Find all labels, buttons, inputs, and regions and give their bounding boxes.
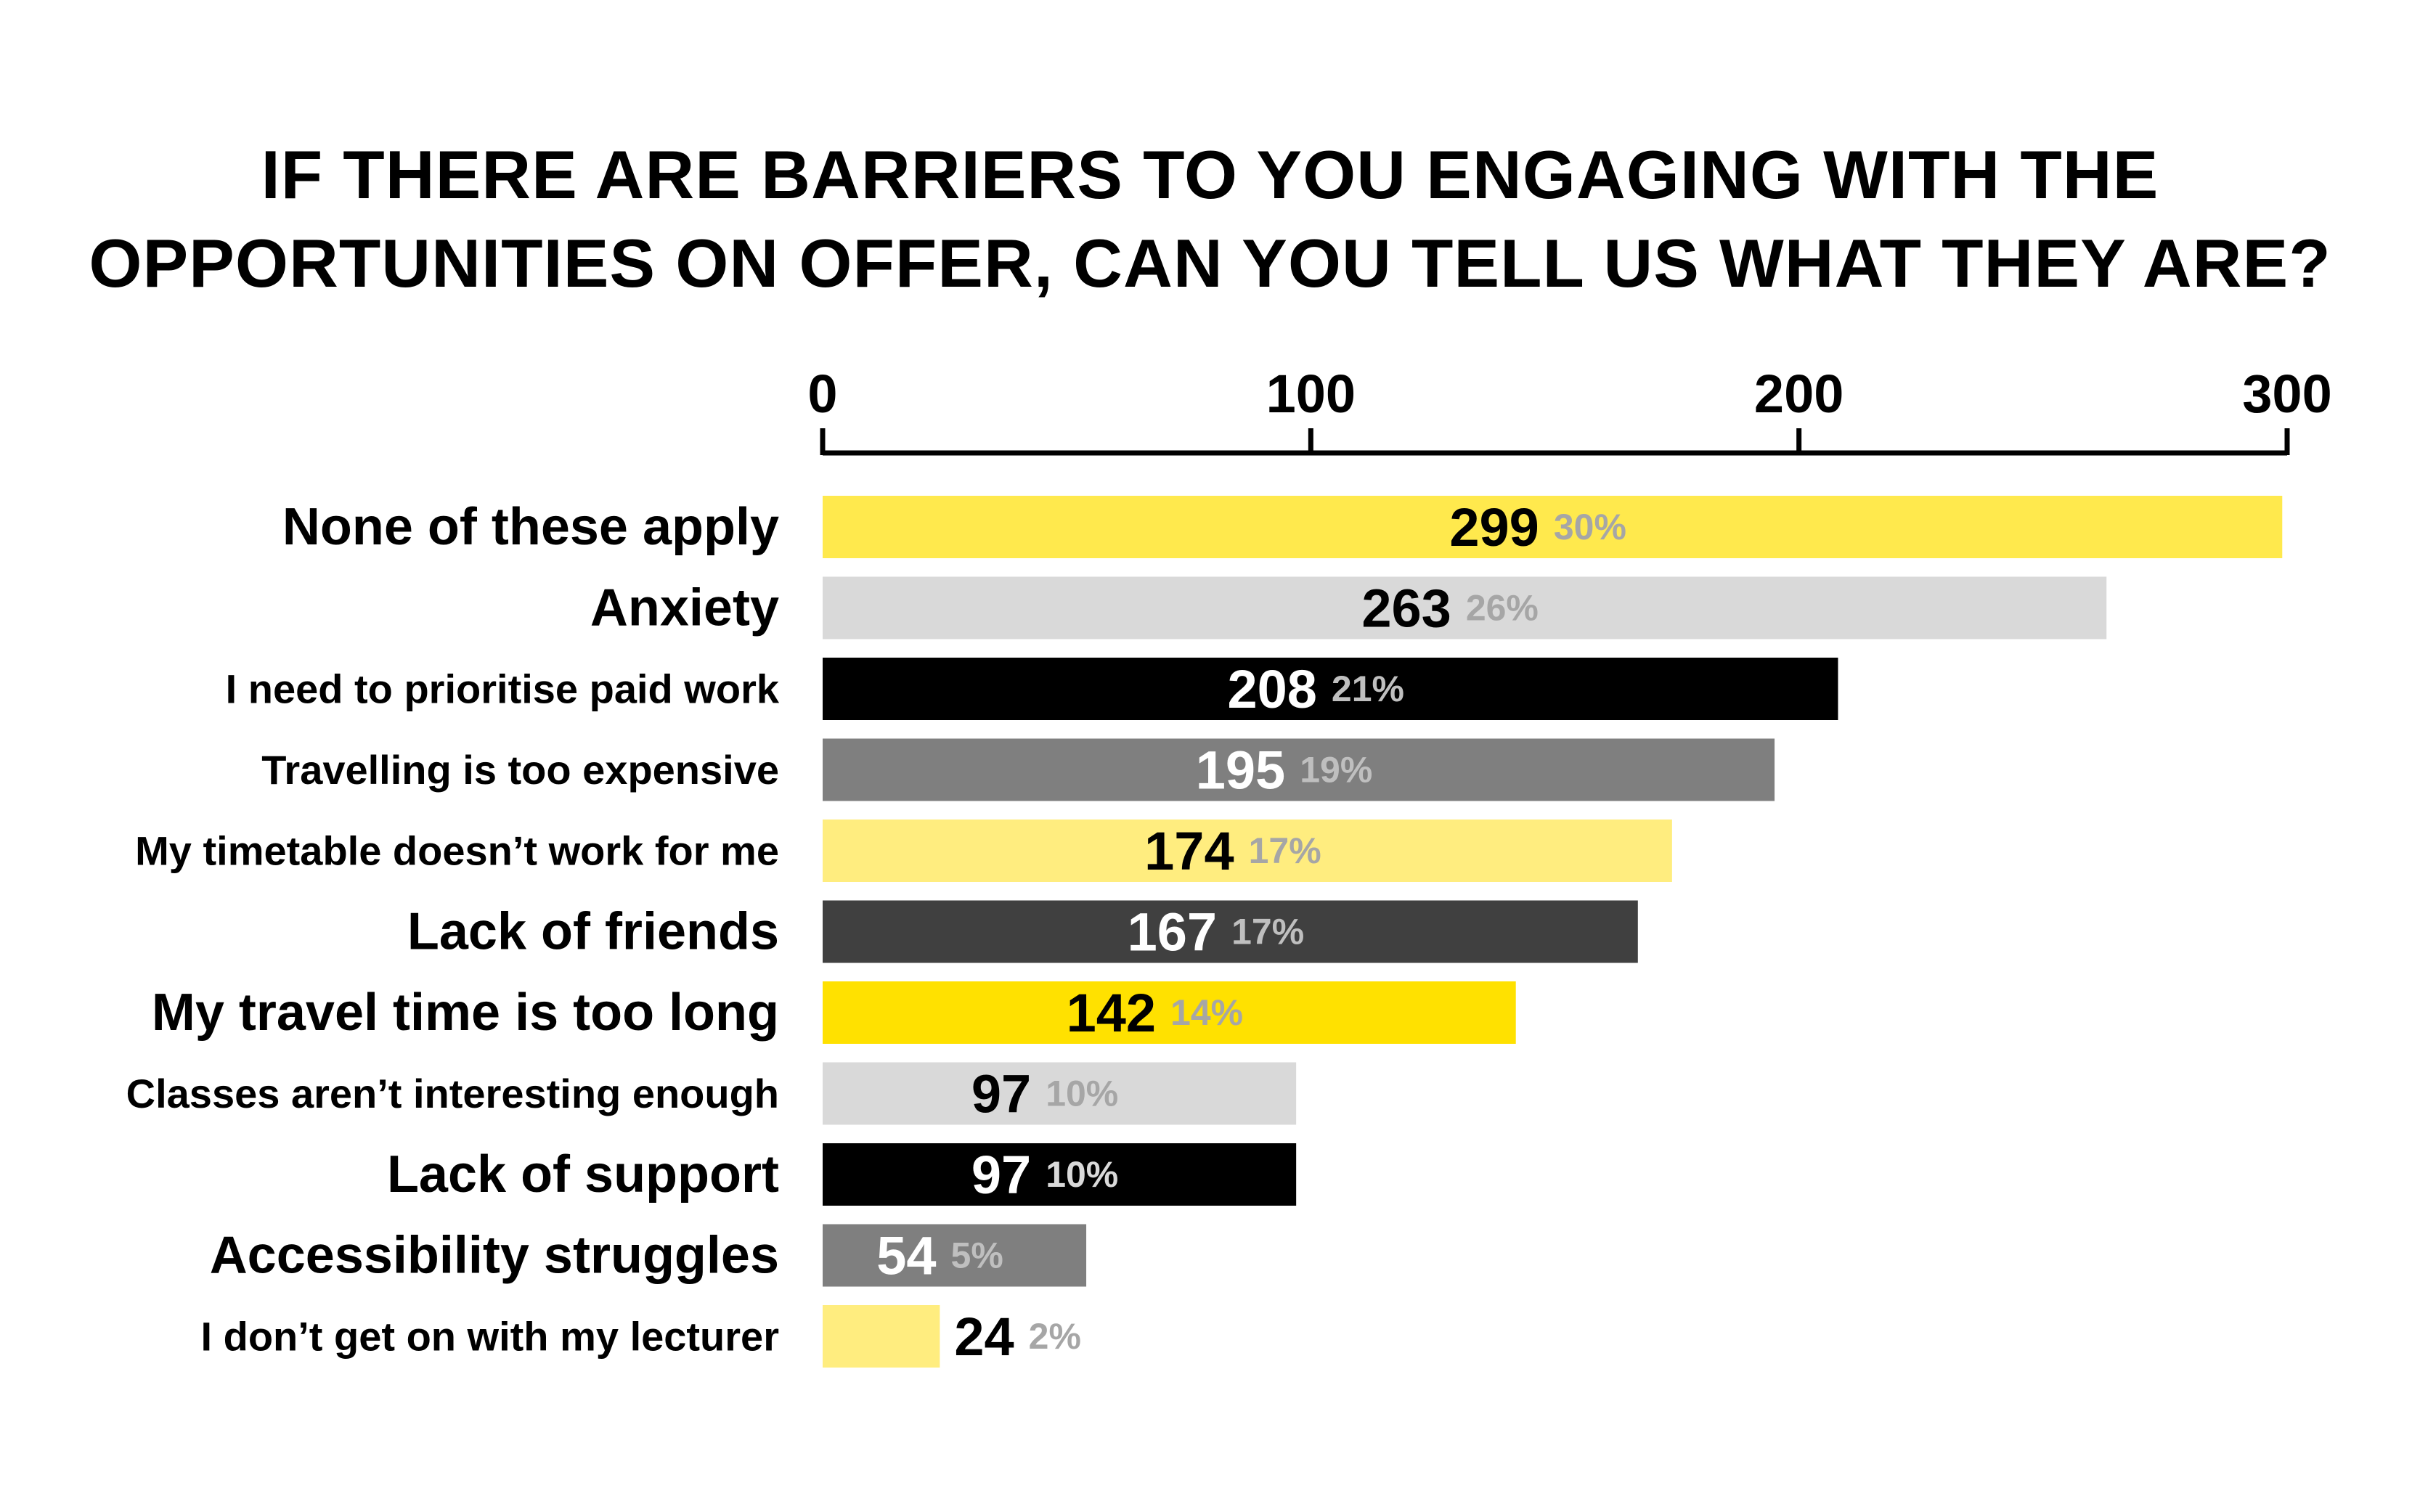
bar	[823, 1143, 1297, 1206]
percent-label: 26%	[1466, 588, 1539, 629]
value-label: 142	[1067, 983, 1156, 1043]
data-label: 54 5%	[876, 1225, 1003, 1286]
value-label: 167	[1128, 902, 1217, 962]
bar-row: My timetable doesn’t work for me 174 17%	[135, 820, 1672, 882]
x-axis: 0 100 200 300	[807, 364, 2332, 456]
bar	[823, 1062, 1297, 1125]
value-label: 24	[954, 1307, 1014, 1367]
percent-label: 17%	[1249, 830, 1321, 871]
bars: None of these apply 299 30% Anxiety 263 26% I …	[126, 496, 2283, 1368]
category-label: Travelling is too expensive	[261, 747, 779, 793]
bar	[823, 496, 2283, 558]
data-label: 167 17%	[1128, 902, 1305, 962]
bar	[823, 576, 2107, 639]
category-label: None of these apply	[282, 498, 779, 556]
chart-title-line-1: IF THERE ARE BARRIERS TO YOU ENGAGING WI…	[261, 136, 2159, 213]
bar	[823, 1224, 1087, 1287]
data-label: 263 26%	[1361, 578, 1539, 638]
category-label: Classes aren’t interesting enough	[126, 1071, 779, 1116]
bar	[823, 738, 1775, 801]
category-label: My timetable doesn’t work for me	[135, 828, 779, 874]
percent-label: 21%	[1332, 669, 1404, 709]
bar-row: Classes aren’t interesting enough 97 10%	[126, 1062, 1297, 1125]
x-tick-label: 200	[1754, 364, 1843, 424]
data-label: 97 10%	[971, 1145, 1118, 1205]
chart-title-line-2: OPPORTUNITIES ON OFFER, CAN YOU TELL US …	[89, 225, 2331, 301]
category-label: I need to prioritise paid work	[226, 666, 780, 712]
x-tick-label: 0	[807, 364, 837, 424]
value-label: 97	[971, 1145, 1031, 1205]
value-label: 174	[1144, 821, 1234, 881]
value-label: 263	[1361, 578, 1451, 638]
bar-row: I need to prioritise paid work 208 21%	[226, 658, 1838, 720]
value-label: 97	[971, 1063, 1031, 1124]
percent-label: 10%	[1046, 1154, 1118, 1195]
chart-title: IF THERE ARE BARRIERS TO YOU ENGAGING WI…	[0, 131, 2420, 308]
bar-row: None of these apply 299 30%	[282, 496, 2283, 558]
bar-row: Lack of friends 167 17%	[407, 900, 1638, 963]
bar	[823, 1305, 940, 1368]
percent-label: 2%	[1029, 1316, 1081, 1357]
x-tick-label: 100	[1266, 364, 1356, 424]
data-label: 24 2%	[954, 1307, 1081, 1367]
percent-label: 19%	[1300, 750, 1372, 790]
category-label: Accessibility struggles	[210, 1227, 779, 1285]
x-tick-label: 300	[2242, 364, 2331, 424]
value-label: 299	[1449, 497, 1539, 557]
bar	[823, 820, 1672, 882]
data-label: 97 10%	[971, 1063, 1118, 1124]
category-label: Lack of friends	[407, 903, 779, 961]
data-label: 208 21%	[1227, 659, 1404, 719]
percent-label: 14%	[1170, 992, 1243, 1033]
bar-row: I don’t get on with my lecturer 24 2%	[201, 1305, 1081, 1368]
category-label: Anxiety	[590, 579, 779, 637]
value-label: 195	[1196, 740, 1285, 800]
percent-label: 17%	[1231, 912, 1304, 952]
category-label: Lack of support	[387, 1145, 779, 1204]
category-label: My travel time is too long	[152, 984, 779, 1042]
bar-row: My travel time is too long 142 14%	[152, 981, 1516, 1044]
percent-label: 30%	[1554, 507, 1626, 547]
bar-row: Accessibility struggles 54 5%	[210, 1224, 1087, 1287]
data-label: 299 30%	[1449, 497, 1626, 557]
data-label: 174 17%	[1144, 821, 1321, 881]
bar	[823, 981, 1516, 1044]
data-label: 142 14%	[1067, 983, 1244, 1043]
percent-label: 10%	[1046, 1074, 1118, 1114]
value-label: 208	[1227, 659, 1316, 719]
data-label: 195 19%	[1196, 740, 1373, 800]
category-label: I don’t get on with my lecturer	[201, 1314, 780, 1360]
bar	[823, 900, 1638, 963]
percent-label: 5%	[951, 1235, 1003, 1276]
bar-row: Lack of support 97 10%	[387, 1143, 1297, 1206]
value-label: 54	[876, 1225, 936, 1286]
bar	[823, 658, 1838, 720]
bar-row: Travelling is too expensive 195 19%	[261, 738, 1775, 801]
bar-row: Anxiety 263 26%	[590, 576, 2107, 639]
